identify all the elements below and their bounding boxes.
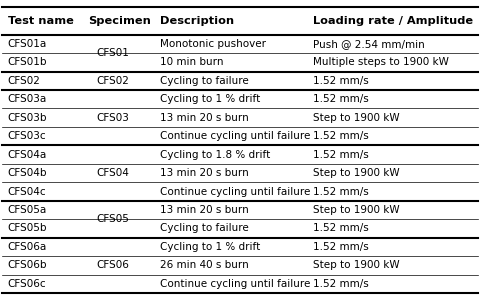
Text: CFS04c: CFS04c xyxy=(8,186,46,197)
Text: Cycling to failure: Cycling to failure xyxy=(160,223,249,234)
Text: Cycling to failure: Cycling to failure xyxy=(160,76,249,86)
Text: Step to 1900 kW: Step to 1900 kW xyxy=(313,205,400,215)
Text: Cycling to 1.8 % drift: Cycling to 1.8 % drift xyxy=(160,149,270,160)
Text: Multiple steps to 1900 kW: Multiple steps to 1900 kW xyxy=(313,57,449,67)
Text: CFS01: CFS01 xyxy=(96,48,129,58)
Text: 1.52 mm/s: 1.52 mm/s xyxy=(313,223,369,234)
Text: Step to 1900 kW: Step to 1900 kW xyxy=(313,260,400,270)
Text: 1.52 mm/s: 1.52 mm/s xyxy=(313,94,369,104)
Text: 26 min 40 s burn: 26 min 40 s burn xyxy=(160,260,249,270)
Text: 1.52 mm/s: 1.52 mm/s xyxy=(313,131,369,141)
Text: CFS05a: CFS05a xyxy=(8,205,47,215)
Text: Loading rate / Amplitude: Loading rate / Amplitude xyxy=(313,16,474,26)
Text: Step to 1900 kW: Step to 1900 kW xyxy=(313,113,400,123)
Text: CFS06c: CFS06c xyxy=(8,279,46,289)
Text: Test name: Test name xyxy=(8,16,73,26)
Text: CFS05b: CFS05b xyxy=(8,223,47,234)
Text: Continue cycling until failure: Continue cycling until failure xyxy=(160,131,310,141)
Text: CFS03: CFS03 xyxy=(96,113,129,123)
Text: CFS02: CFS02 xyxy=(8,76,40,86)
Text: CFS06b: CFS06b xyxy=(8,260,47,270)
Text: Continue cycling until failure: Continue cycling until failure xyxy=(160,186,310,197)
Text: CFS01a: CFS01a xyxy=(8,39,47,49)
Text: 13 min 20 s burn: 13 min 20 s burn xyxy=(160,113,249,123)
Text: CFS02: CFS02 xyxy=(96,76,129,86)
Text: CFS03b: CFS03b xyxy=(8,113,47,123)
Text: CFS06: CFS06 xyxy=(96,260,129,270)
Text: CFS05: CFS05 xyxy=(96,214,129,224)
Text: CFS06a: CFS06a xyxy=(8,242,47,252)
Text: 10 min burn: 10 min burn xyxy=(160,57,223,67)
Text: Cycling to 1 % drift: Cycling to 1 % drift xyxy=(160,242,260,252)
Text: CFS03a: CFS03a xyxy=(8,94,47,104)
Text: CFS04a: CFS04a xyxy=(8,149,47,160)
Text: Cycling to 1 % drift: Cycling to 1 % drift xyxy=(160,94,260,104)
Text: 13 min 20 s burn: 13 min 20 s burn xyxy=(160,168,249,178)
Text: Description: Description xyxy=(160,16,234,26)
Text: CFS04b: CFS04b xyxy=(8,168,47,178)
Text: 1.52 mm/s: 1.52 mm/s xyxy=(313,149,369,160)
Text: 1.52 mm/s: 1.52 mm/s xyxy=(313,242,369,252)
Text: 1.52 mm/s: 1.52 mm/s xyxy=(313,76,369,86)
Text: CFS01b: CFS01b xyxy=(8,57,47,67)
Text: Step to 1900 kW: Step to 1900 kW xyxy=(313,168,400,178)
Text: 1.52 mm/s: 1.52 mm/s xyxy=(313,279,369,289)
Text: 13 min 20 s burn: 13 min 20 s burn xyxy=(160,205,249,215)
Text: 1.52 mm/s: 1.52 mm/s xyxy=(313,186,369,197)
Text: CFS04: CFS04 xyxy=(96,168,129,178)
Text: Specimen: Specimen xyxy=(88,16,151,26)
Text: Monotonic pushover: Monotonic pushover xyxy=(160,39,266,49)
Text: Push @ 2.54 mm/min: Push @ 2.54 mm/min xyxy=(313,39,425,49)
Text: Continue cycling until failure: Continue cycling until failure xyxy=(160,279,310,289)
Text: CFS03c: CFS03c xyxy=(8,131,46,141)
